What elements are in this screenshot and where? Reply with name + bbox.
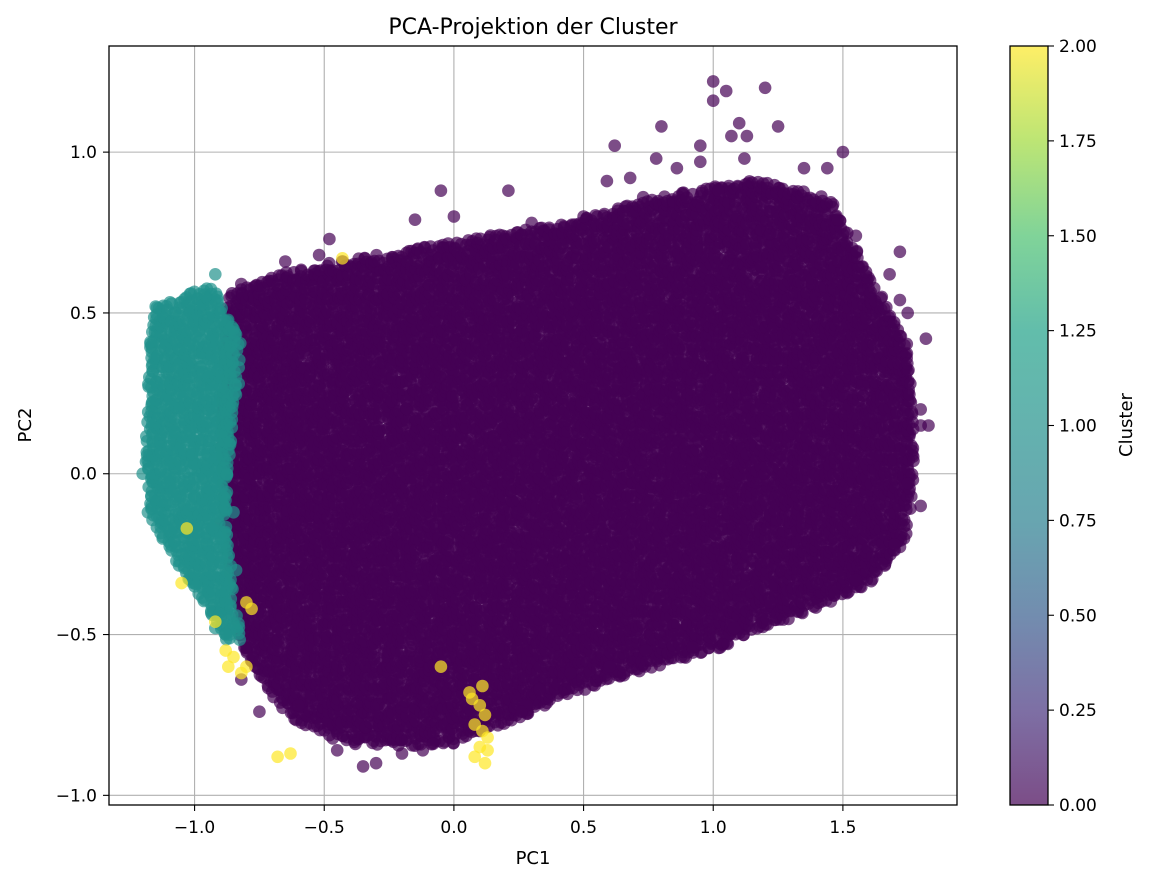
scatter-points: [136, 75, 935, 773]
plot-area: −1.0 −0.5 0.0 0.5 1.0 1.5 −1.0−0.50.00.51.0: [56, 45, 958, 838]
chart-title: PCA-Projektion der Cluster: [388, 15, 678, 40]
cluster-0-points: [214, 75, 935, 773]
